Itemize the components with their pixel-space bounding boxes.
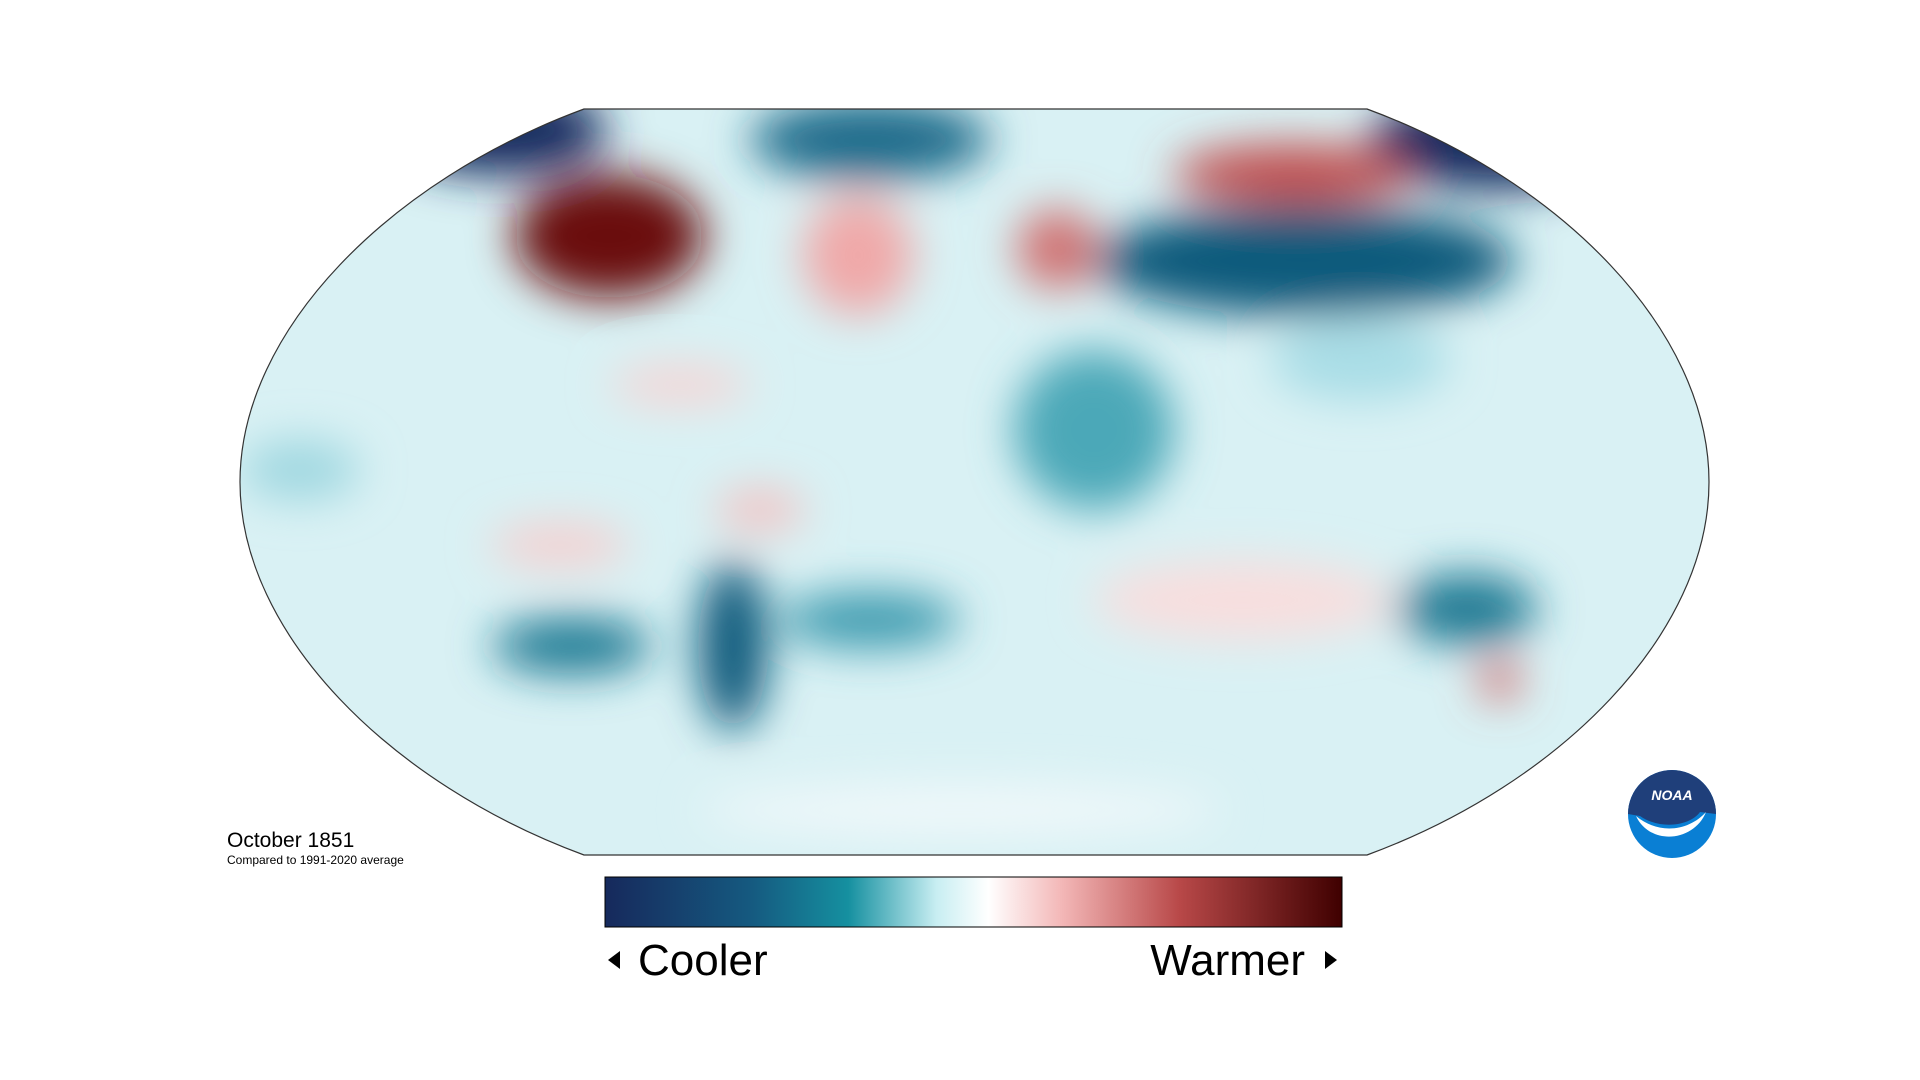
map-frame	[239, 108, 1710, 856]
anomaly-field	[240, 109, 1709, 855]
cooler-label: Cooler	[638, 936, 768, 985]
warmer-arrow	[1325, 951, 1337, 969]
cooler-arrow	[608, 951, 620, 969]
colorbar	[604, 876, 1343, 928]
logo-text: NOAA	[1651, 787, 1692, 803]
noaa-logo: NOAA	[1628, 770, 1716, 858]
map-subtitle: Compared to 1991-2020 average	[227, 853, 404, 867]
warmer-label: Warmer	[1150, 936, 1305, 985]
map-title: October 1851	[227, 829, 354, 852]
